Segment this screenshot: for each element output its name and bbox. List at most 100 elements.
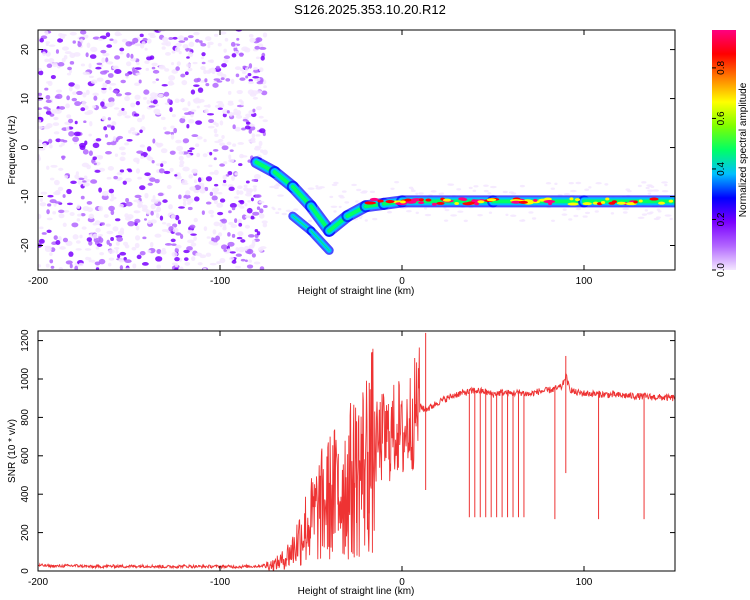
noise-blob — [95, 267, 100, 270]
noise-blob — [46, 63, 53, 69]
noise-blob — [246, 207, 253, 214]
noise-blob — [364, 219, 368, 222]
noise-blob — [136, 117, 143, 123]
noise-blob — [142, 96, 147, 100]
carrier-hotspot — [608, 201, 616, 205]
noise-blob — [189, 186, 196, 191]
noise-blob — [108, 242, 112, 247]
noise-blob — [584, 211, 591, 215]
noise-blob — [174, 267, 179, 270]
noise-blob — [141, 204, 148, 210]
noise-blob — [655, 216, 661, 219]
snr-ytick-label: 200 — [20, 524, 31, 541]
noise-blob — [131, 246, 137, 251]
noise-blob — [102, 70, 110, 73]
noise-blob — [570, 189, 577, 193]
noise-blob — [119, 156, 126, 162]
noise-blob — [477, 213, 483, 217]
noise-blob — [196, 152, 201, 158]
noise-blob — [146, 146, 152, 152]
noise-blob — [134, 82, 141, 87]
noise-blob — [247, 81, 255, 85]
noise-blob — [256, 206, 261, 211]
noise-blob — [217, 211, 224, 216]
noise-blob — [76, 204, 81, 209]
noise-blob — [531, 217, 537, 220]
noise-blob — [193, 31, 200, 36]
noise-blob — [112, 90, 119, 94]
noise-blob — [48, 44, 56, 47]
noise-blob — [610, 212, 615, 215]
noise-blob — [637, 184, 642, 188]
noise-blob — [258, 213, 265, 219]
noise-blob — [213, 183, 219, 187]
noise-blob — [88, 133, 92, 137]
noise-blob — [152, 99, 158, 105]
noise-blob — [217, 107, 223, 110]
noise-blob — [193, 78, 200, 83]
noise-blob — [171, 243, 177, 247]
noise-blob — [73, 84, 79, 89]
noise-blob — [394, 180, 400, 184]
noise-blob — [85, 179, 91, 182]
noise-blob — [40, 191, 48, 195]
noise-blob — [207, 113, 215, 116]
noise-blob — [344, 201, 350, 204]
noise-blob — [118, 146, 126, 151]
noise-blob — [182, 107, 189, 112]
noise-blob — [162, 199, 168, 203]
noise-blob — [563, 193, 571, 196]
noise-blob — [107, 249, 115, 254]
noise-blob — [128, 129, 132, 134]
noise-blob — [240, 239, 246, 243]
noise-blob — [207, 41, 214, 46]
noise-blob — [59, 246, 66, 250]
noise-blob — [219, 221, 224, 228]
noise-blob — [235, 247, 239, 252]
noise-blob — [42, 142, 47, 148]
noise-blob — [189, 224, 196, 229]
noise-blob — [174, 257, 180, 262]
noise-blob — [79, 234, 83, 239]
noise-blob — [65, 260, 73, 265]
noise-blob — [238, 99, 243, 103]
noise-blob — [489, 185, 497, 189]
noise-blob — [211, 187, 220, 193]
noise-blob — [108, 257, 115, 261]
noise-blob — [664, 214, 672, 217]
noise-blob — [74, 174, 80, 179]
snr-ytick-label: 600 — [20, 447, 31, 464]
noise-blob — [194, 38, 200, 43]
noise-blob — [147, 220, 152, 225]
noise-blob — [220, 77, 225, 81]
noise-blob — [430, 190, 437, 193]
noise-blob — [331, 183, 338, 187]
noise-blob — [113, 175, 118, 180]
snr-xtick-label: 100 — [576, 577, 593, 588]
noise-blob — [95, 138, 102, 142]
noise-blob — [330, 205, 338, 208]
noise-blob — [213, 78, 221, 81]
noise-blob — [49, 199, 57, 204]
noise-blob — [147, 249, 152, 253]
noise-blob — [262, 149, 268, 155]
noise-blob — [66, 95, 70, 101]
noise-blob — [85, 256, 90, 261]
noise-blob — [234, 218, 238, 223]
noise-blob — [187, 101, 191, 107]
noise-blob — [213, 221, 220, 227]
noise-blob — [235, 253, 242, 257]
noise-blob — [277, 194, 284, 197]
noise-blob — [661, 189, 669, 193]
carrier-hotspot — [474, 202, 480, 206]
noise-blob — [333, 181, 339, 185]
noise-blob — [134, 67, 142, 70]
noise-blob — [646, 212, 653, 215]
noise-blob — [57, 62, 65, 67]
noise-blob — [223, 223, 227, 229]
noise-blob — [205, 201, 212, 205]
noise-blob — [191, 168, 199, 174]
noise-blob — [111, 121, 117, 126]
noise-blob — [222, 113, 227, 118]
noise-blob — [179, 117, 186, 124]
